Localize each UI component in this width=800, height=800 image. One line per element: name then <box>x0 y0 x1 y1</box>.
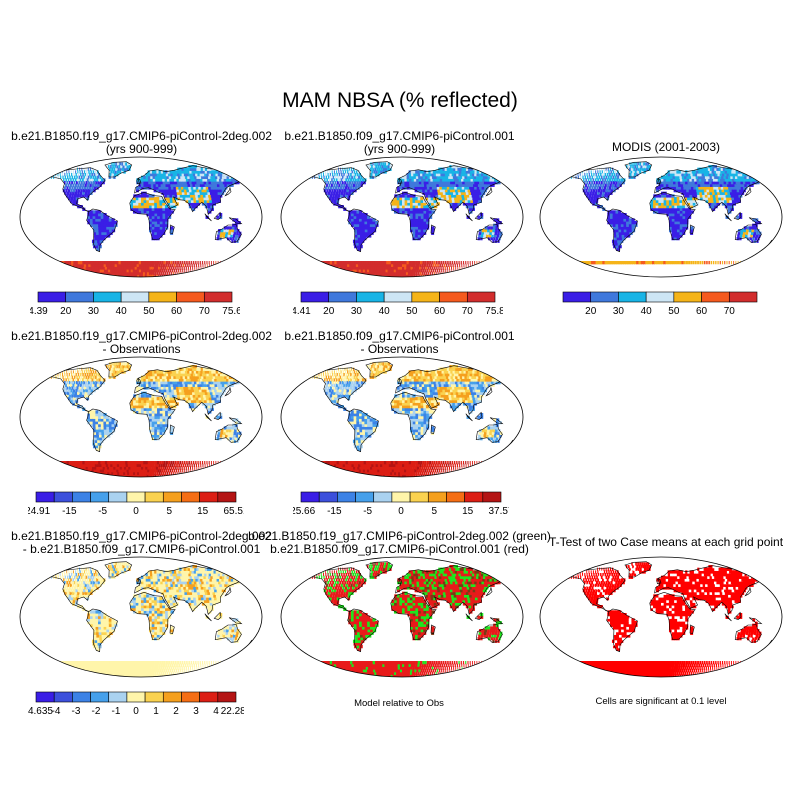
colorbar-tick-label: 20 <box>585 306 597 317</box>
colorbar-tick-label: 15 <box>462 506 474 517</box>
colorbar-case1: 4.39 20 30 40 50 60 70 75.6 <box>30 291 240 317</box>
panel-title-obs: MODIS (2001-2003) <box>611 140 721 154</box>
map-case2 <box>280 156 524 278</box>
colorbar-tick-label: 60 <box>171 306 183 317</box>
panel-title-case2-diff: b.e21.B1850.f09_g17.CMIP6-piControl.001-… <box>284 329 515 356</box>
colorbar-tick-label: 75.8 <box>485 306 503 317</box>
colorbar-case2-diff: -25.66 -15 -5 0 5 15 37.57 <box>293 491 509 517</box>
colorbar-tick-label: -15 <box>62 506 77 517</box>
colorbar-tick-label: 70 <box>199 306 211 317</box>
colorbar-tick-label: 60 <box>434 306 446 317</box>
colorbar-tick-label: -24.635 <box>28 706 53 717</box>
panel-title-case2: b.e21.B1850.f09_g17.CMIP6-piControl.001(… <box>284 129 515 156</box>
map-case1-minus-obs <box>19 356 263 478</box>
colorbar-tick-label: 5 <box>167 506 173 517</box>
colorbar-tick-label: 3 <box>193 706 199 717</box>
colorbar-case1-diff: -24.91 -15 -5 0 5 15 65.51 <box>28 491 244 517</box>
colorbar-tick-label: -25.66 <box>293 506 316 517</box>
colorbar-tick-label: 5 <box>432 506 438 517</box>
panel-title-case1: b.e21.B1850.f19_g17.CMIP6-piControl-2deg… <box>11 129 272 156</box>
colorbar-tick-label: -1 <box>112 706 121 717</box>
colorbar-tick-label: 1 <box>153 706 159 717</box>
colorbar-tick-label: 60 <box>696 306 708 317</box>
map-case1-minus-case2 <box>19 556 263 678</box>
colorbar-tick-label: -4 <box>52 706 61 717</box>
colorbar-tick-label: -5 <box>98 506 107 517</box>
page-title: MAM NBSA (% reflected) <box>282 89 518 112</box>
map-ttest-significance <box>539 556 783 678</box>
colorbar-tick-label: -15 <box>327 506 342 517</box>
colorbar-tick-label: -5 <box>363 506 372 517</box>
colorbar-tick-label: 20 <box>323 306 335 317</box>
colorbar-tick-label: 20 <box>60 306 72 317</box>
colorbar-tick-label: 0 <box>398 506 404 517</box>
colorbar-tick-label: -3 <box>72 706 81 717</box>
colorbar-tick-label: 50 <box>143 306 155 317</box>
colorbar-tick-label: 4 <box>213 706 219 717</box>
colorbar-tick-label: 0 <box>133 506 139 517</box>
colorbar-tick-label: 15 <box>197 506 209 517</box>
panel-title-case-diff: b.e21.B1850.f19_g17.CMIP6-piControl-2deg… <box>11 529 272 556</box>
panel-title-comparison: b.e21.B1850.f19_g17.CMIP6-piControl-2deg… <box>248 529 551 556</box>
colorbar-tick-label: 30 <box>88 306 100 317</box>
map-case2-minus-obs <box>280 356 524 478</box>
colorbar-tick-label: 37.57 <box>488 506 509 517</box>
colorbar-case-diff: -24.635-4 -3 -2 -1 0 1 2 3 422.287 <box>28 691 244 717</box>
colorbar-tick-label: -24.91 <box>28 506 51 517</box>
colorbar-tick-label: 40 <box>379 306 391 317</box>
map-case1 <box>19 156 263 278</box>
colorbar-case2: 4.41 20 30 40 50 60 70 75.8 <box>293 291 503 317</box>
colorbar-tick-label: 70 <box>724 306 736 317</box>
colorbar-tick-label: 50 <box>668 306 680 317</box>
colorbar-obs: 20 30 40 50 60 70 <box>562 291 758 317</box>
map-obs <box>539 156 783 278</box>
colorbar-tick-label: -2 <box>92 706 101 717</box>
colorbar-tick-label: 70 <box>462 306 474 317</box>
colorbar-tick-label: 22.287 <box>221 706 244 717</box>
panel-title-case1-diff: b.e21.B1850.f19_g17.CMIP6-piControl-2deg… <box>11 329 272 356</box>
colorbar-tick-label: 30 <box>613 306 625 317</box>
colorbar-tick-label: 2 <box>173 706 179 717</box>
colorbar-tick-label: 50 <box>406 306 418 317</box>
note-model-relative: Model relative to Obs <box>354 698 444 709</box>
colorbar-tick-label: 40 <box>116 306 128 317</box>
note-significance: Cells are significant at 0.1 level <box>595 696 727 707</box>
colorbar-tick-label: 40 <box>641 306 653 317</box>
colorbar-tick-label: 4.41 <box>293 306 311 317</box>
colorbar-tick-label: 30 <box>351 306 363 317</box>
colorbar-tick-label: 0 <box>133 706 139 717</box>
map-model-relative-obs <box>280 556 524 678</box>
colorbar-tick-label: 65.51 <box>223 506 244 517</box>
colorbar-tick-label: 4.39 <box>30 306 48 317</box>
panel-title-ttest: T-Test of two Case means at each grid po… <box>548 535 784 549</box>
colorbar-tick-label: 75.6 <box>222 306 240 317</box>
